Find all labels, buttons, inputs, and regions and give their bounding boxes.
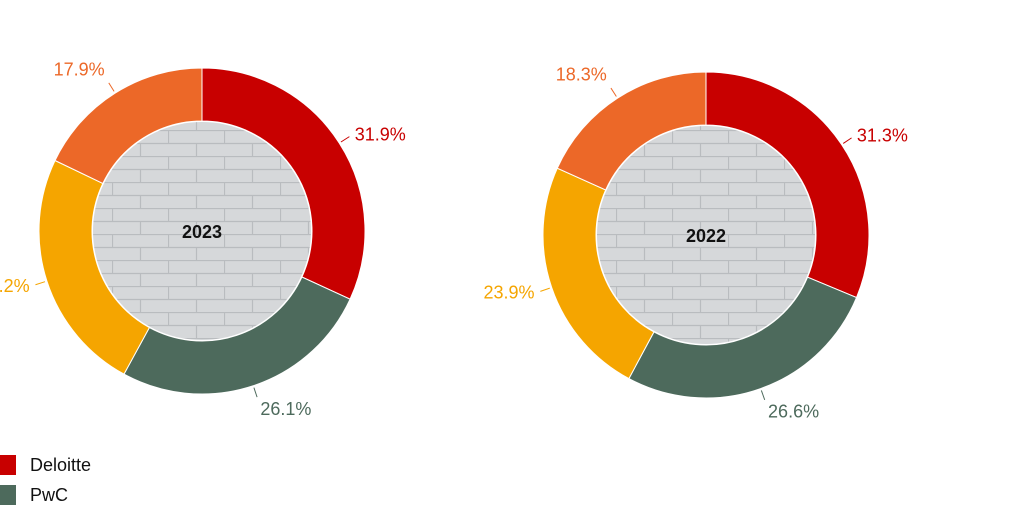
leader-line [760, 390, 766, 401]
legend-item-deloitte[interactable]: Deloitte [0, 450, 91, 480]
leader-line [253, 387, 258, 398]
legend-label: PwC [30, 484, 69, 505]
leader-line [610, 87, 617, 97]
data-label: 26.1% [260, 399, 311, 419]
donut-center-fill [93, 122, 311, 340]
leader-line [842, 137, 852, 144]
leader-line [340, 136, 350, 143]
legend-swatch [0, 455, 16, 475]
center-year-label: 2023 [182, 222, 222, 242]
data-label: 31.9% [355, 124, 406, 144]
donut-center-fill [597, 126, 815, 344]
leader-line [35, 281, 46, 286]
donut-slice[interactable] [556, 71, 707, 191]
data-label: 26.6% [768, 402, 819, 422]
donut-2023: 31.9% 26.1% 24.2% 17.9% 2023 [0, 60, 406, 419]
leader-line [108, 82, 115, 92]
donut-slice[interactable] [201, 67, 366, 300]
donut-2022: 31.3% 26.6% 23.9% 18.3% 2022 [483, 65, 907, 422]
legend: Deloitte PwC [0, 450, 91, 510]
donut-slice[interactable] [54, 67, 203, 185]
leader-line [540, 287, 550, 292]
data-label: 23.9% [483, 283, 534, 303]
data-label: 18.3% [556, 65, 607, 85]
data-label: 17.9% [54, 60, 105, 80]
legend-label: Deloitte [30, 454, 92, 475]
legend-swatch [0, 485, 16, 505]
data-label: 31.3% [857, 126, 908, 146]
legend-item-pwc[interactable]: PwC [0, 480, 91, 510]
center-year-label: 2022 [686, 226, 726, 246]
donut-slice[interactable] [705, 71, 870, 299]
donut-slice[interactable] [123, 276, 351, 395]
data-label: 24.2% [0, 276, 30, 296]
